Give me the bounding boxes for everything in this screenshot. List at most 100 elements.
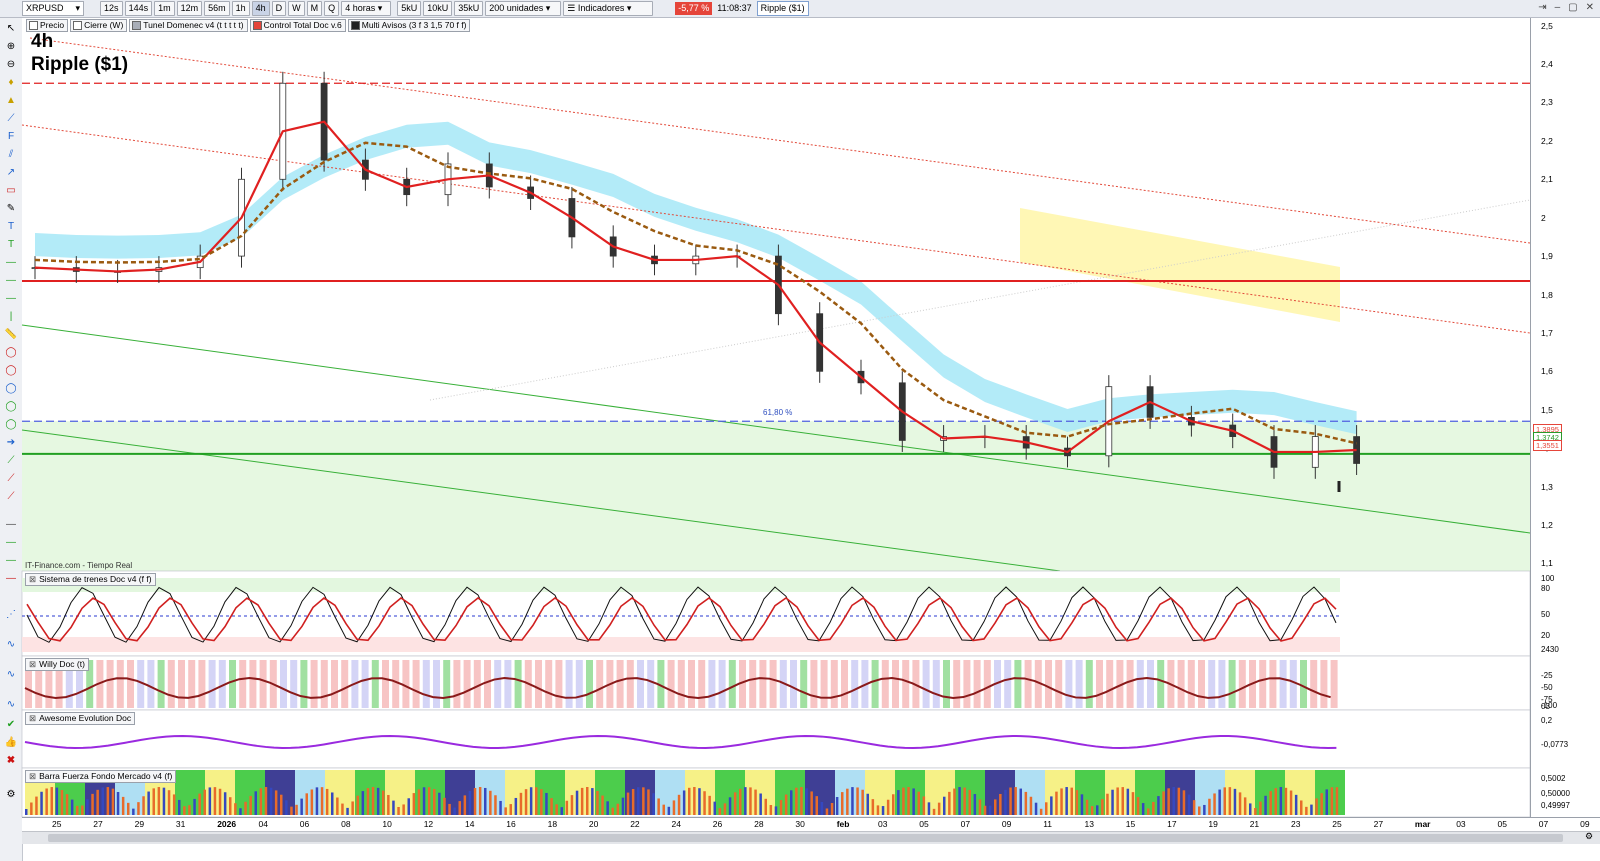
check-icon[interactable]: ✔ <box>6 719 16 730</box>
indicators-button[interactable]: ☰ Indicadores ▾ <box>563 1 654 16</box>
delete-icon[interactable]: ✖ <box>6 755 16 766</box>
timeframe-button-1m[interactable]: 1m <box>154 1 175 16</box>
timeframe-button-144s[interactable]: 144s <box>124 1 153 16</box>
line-red2-icon[interactable]: ⟋ <box>7 491 15 502</box>
dash-red-icon[interactable]: ― <box>6 573 16 584</box>
panel-title-willy[interactable]: ⊠ Willy Doc (t) <box>25 658 89 671</box>
barra-bar <box>70 799 74 815</box>
hline3-icon[interactable]: ― <box>6 293 16 304</box>
barra-bar <box>1060 788 1063 815</box>
timeframe-button-4h[interactable]: 4h <box>251 1 270 16</box>
panel-title-awesome[interactable]: ⊠ Awesome Evolution Doc <box>25 712 136 725</box>
tick-button-35kU[interactable]: 35kU <box>454 1 484 16</box>
symbol-field[interactable]: XRPUSD ▾ <box>22 1 85 16</box>
wave-icon[interactable]: ∿ <box>6 639 16 650</box>
timeframe-button-W[interactable]: W <box>288 1 305 16</box>
horizontal-scrollbar[interactable]: ⚙ <box>22 831 1600 844</box>
vline-icon[interactable]: | <box>9 311 13 322</box>
arrow-icon[interactable]: ↗ <box>6 167 16 178</box>
wave2-icon[interactable]: ∿ <box>6 669 16 680</box>
ellipse-icon[interactable]: ◯ <box>5 347 17 358</box>
willy-bar <box>484 660 491 708</box>
arrow2-icon[interactable]: ➔ <box>6 437 16 448</box>
close-icon[interactable]: ⊠ <box>29 713 37 723</box>
barra-bar <box>871 799 875 815</box>
hline-icon[interactable]: ― <box>6 257 16 268</box>
timeframe-button-56m[interactable]: 56m <box>204 1 230 16</box>
close-icon[interactable]: ⊠ <box>29 659 37 669</box>
scrollbar-thumb[interactable] <box>48 834 1563 842</box>
channel-icon[interactable]: ⫽ <box>8 149 14 160</box>
units-select[interactable]: 200 unidades ▾ <box>485 1 562 16</box>
wave3-icon[interactable]: ∿ <box>6 699 16 710</box>
barra-bar <box>213 787 217 815</box>
bell-icon[interactable]: ♦ <box>8 77 14 88</box>
line-red-icon[interactable]: ⟋ <box>7 473 15 484</box>
time-label: 11 <box>1043 819 1053 829</box>
tick-button-10kU[interactable]: 10kU <box>423 1 453 16</box>
close-icon[interactable]: ⊠ <box>29 574 37 584</box>
willy-bar <box>810 660 818 708</box>
dash-icon[interactable]: ― <box>6 519 16 530</box>
legend-tunel[interactable]: Tunel Domenec v4 (t t t t t) <box>129 19 248 32</box>
legend-precio[interactable]: Precio <box>26 19 69 32</box>
barra-bar <box>1177 787 1181 815</box>
willy-bar <box>1259 660 1267 708</box>
barra-bar <box>331 792 334 815</box>
zoom-in-icon[interactable]: ⊕ <box>6 41 16 52</box>
rectangle-icon[interactable]: ▭ <box>6 185 16 196</box>
legend-control-total[interactable]: Control Total Doc v.6 <box>249 19 346 32</box>
minimize-icon[interactable]: – <box>1554 2 1561 13</box>
tick-button-5kU[interactable]: 5kU <box>397 1 422 16</box>
willy-bar <box>932 660 940 708</box>
legend-multi-avisos[interactable]: Multi Avisos (3 f 3 1,5 70 f f) <box>347 19 471 32</box>
hline2-icon[interactable]: ― <box>6 275 16 286</box>
close-icon[interactable]: ✕ <box>1585 2 1594 13</box>
text-green-icon[interactable]: T <box>7 239 15 250</box>
barra-segment <box>295 770 325 815</box>
pattern-icon[interactable]: ⋰ <box>6 609 16 620</box>
ellipse4-icon[interactable]: ◯ <box>5 401 17 412</box>
ellipse3-icon[interactable]: ◯ <box>5 383 17 394</box>
clock: 11:08:37 <box>717 3 752 13</box>
timeframe-button-D[interactable]: D <box>271 1 287 16</box>
timeframe-button-M[interactable]: M <box>306 1 323 16</box>
barra-bar <box>1289 790 1293 815</box>
dock-icon[interactable]: ⇥ <box>1538 2 1547 13</box>
timeframe-button-12s[interactable]: 12s <box>100 1 123 16</box>
alert-icon[interactable]: ▲ <box>6 95 16 106</box>
text-icon[interactable]: T <box>7 221 15 232</box>
ellipse5-icon[interactable]: ◯ <box>5 419 17 430</box>
willy-bar <box>1014 660 1022 708</box>
trendline-icon[interactable]: ⟋ <box>7 113 15 124</box>
dash-green2-icon[interactable]: ― <box>6 555 16 566</box>
panel-title-trenes[interactable]: ⊠ Sistema de trenes Doc v4 (f f) <box>25 573 156 586</box>
line-green-icon[interactable]: ⟋ <box>7 455 15 466</box>
dash-green-icon[interactable]: ― <box>6 537 16 548</box>
period-select[interactable]: 4 horas ▾ <box>341 1 392 16</box>
legend-cierre[interactable]: Cierre (W) <box>70 19 128 32</box>
ellipse2-icon[interactable]: ◯ <box>5 365 17 376</box>
maximize-icon[interactable]: ▢ <box>1568 2 1578 13</box>
zoom-out-icon[interactable]: ⊖ <box>6 59 16 70</box>
price-axis[interactable]: 2,52,42,32,22,121,91,81,71,61,51,41,31,2… <box>1530 18 1600 571</box>
timeframe-button-12m[interactable]: 12m <box>176 1 203 16</box>
settings-icon[interactable]: ⚙ <box>1585 831 1594 841</box>
cursor-icon[interactable]: ↖ <box>6 23 16 34</box>
barra-bar <box>825 808 829 815</box>
ruler-icon[interactable]: 📏 <box>4 329 18 340</box>
fibonacci-icon[interactable]: F <box>7 131 15 142</box>
barra-bar <box>366 788 370 815</box>
time-axis[interactable]: 25 27 29 31 2026 04 06 08 10 12 14 16 18 20 22 24 26 28 30… <box>22 817 1600 832</box>
willy-bar <box>249 660 257 708</box>
close-icon[interactable]: ⊠ <box>29 771 37 781</box>
settings-icon[interactable]: ⚙ <box>6 789 16 800</box>
barra-bar <box>657 798 660 815</box>
panel-title-barra[interactable]: ⊠ Barra Fuerza Fondo Mercado v4 (f) <box>25 770 177 783</box>
timeframe-button-1h[interactable]: 1h <box>231 1 250 16</box>
barra-bar <box>259 788 263 815</box>
timeframe-button-Q[interactable]: Q <box>324 1 340 16</box>
pencil-icon[interactable]: ✎ <box>6 203 16 214</box>
thumbs-up-icon[interactable]: 👍 <box>4 737 18 748</box>
